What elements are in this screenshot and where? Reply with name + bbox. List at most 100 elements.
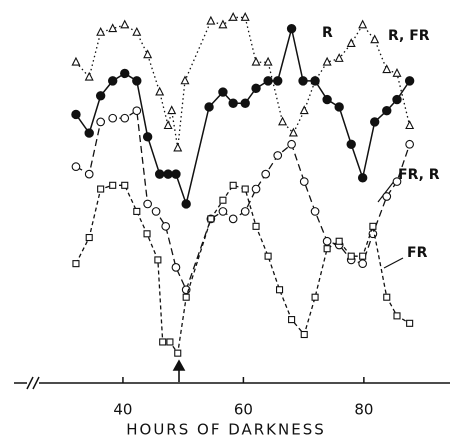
leader-line xyxy=(383,257,404,269)
marker xyxy=(120,19,130,29)
marker xyxy=(273,151,283,160)
marker xyxy=(182,293,190,301)
marker xyxy=(143,230,151,238)
marker xyxy=(251,184,261,194)
marker xyxy=(241,185,249,193)
marker xyxy=(219,196,227,204)
marker xyxy=(174,349,182,357)
marker xyxy=(204,102,214,112)
marker xyxy=(120,113,130,123)
marker xyxy=(300,330,308,339)
annotation: FR xyxy=(407,245,428,261)
marker xyxy=(370,117,380,127)
series-line xyxy=(75,16,411,149)
x-axis-label: HOURS OF DARKNESS xyxy=(126,421,326,439)
marker xyxy=(159,338,167,346)
time-arrow xyxy=(172,359,186,382)
marker xyxy=(370,34,380,44)
marker xyxy=(132,106,142,116)
marker xyxy=(392,177,402,186)
marker xyxy=(382,106,392,116)
marker xyxy=(240,12,250,21)
marker xyxy=(132,76,142,86)
marker xyxy=(392,94,402,105)
marker xyxy=(298,76,308,86)
marker xyxy=(251,56,261,66)
marker xyxy=(171,263,181,272)
marker xyxy=(322,236,332,246)
marker xyxy=(357,173,368,183)
marker xyxy=(181,199,191,209)
marker xyxy=(167,105,177,115)
marker xyxy=(163,120,173,130)
marker xyxy=(287,139,296,149)
marker xyxy=(143,49,153,59)
marker xyxy=(71,162,81,172)
marker xyxy=(108,23,118,33)
marker xyxy=(359,252,367,260)
marker xyxy=(228,98,238,108)
marker xyxy=(288,316,296,324)
marker xyxy=(132,26,142,36)
marker xyxy=(251,83,261,94)
marker xyxy=(120,68,130,79)
annotation: R xyxy=(322,25,333,41)
marker xyxy=(382,64,392,74)
marker xyxy=(218,207,228,216)
marker xyxy=(161,221,171,231)
marker xyxy=(163,169,173,179)
marker xyxy=(358,259,368,268)
marker xyxy=(405,120,415,130)
x-tick-label: 60 xyxy=(234,401,253,419)
marker xyxy=(229,181,237,189)
marker xyxy=(323,245,331,253)
marker xyxy=(142,132,153,142)
marker xyxy=(206,15,216,25)
marker xyxy=(218,19,228,29)
marker xyxy=(240,207,250,216)
marker xyxy=(358,19,368,29)
marker xyxy=(133,207,141,215)
marker xyxy=(180,75,190,85)
marker xyxy=(96,26,106,36)
marker xyxy=(404,76,415,86)
marker xyxy=(171,169,181,179)
annotation: R, FR xyxy=(388,28,430,44)
marker xyxy=(273,76,283,86)
marker xyxy=(310,207,320,216)
marker xyxy=(322,94,332,105)
marker xyxy=(334,102,344,112)
marker xyxy=(405,139,414,149)
marker xyxy=(96,117,106,127)
marker xyxy=(84,71,94,81)
marker xyxy=(263,56,273,66)
series-line xyxy=(75,184,410,355)
marker xyxy=(263,76,273,86)
marker xyxy=(335,237,343,245)
marker xyxy=(71,109,81,120)
marker xyxy=(310,76,320,86)
axis-break xyxy=(32,376,40,390)
marker xyxy=(97,185,105,193)
marker xyxy=(84,128,94,138)
marker xyxy=(166,338,174,346)
marker xyxy=(151,207,161,216)
marker xyxy=(368,229,378,239)
marker xyxy=(392,67,402,77)
marker xyxy=(275,286,284,294)
marker xyxy=(154,169,165,179)
marker xyxy=(207,215,215,223)
marker xyxy=(346,38,356,47)
marker xyxy=(84,169,94,179)
marker xyxy=(108,113,118,123)
marker xyxy=(240,98,250,108)
arrow-head xyxy=(172,359,186,371)
annotation: FR, R xyxy=(398,167,440,183)
marker xyxy=(85,233,93,242)
marker xyxy=(346,139,356,149)
marker xyxy=(406,319,414,327)
marker xyxy=(143,199,152,209)
marker xyxy=(322,56,332,66)
marker xyxy=(288,127,298,137)
